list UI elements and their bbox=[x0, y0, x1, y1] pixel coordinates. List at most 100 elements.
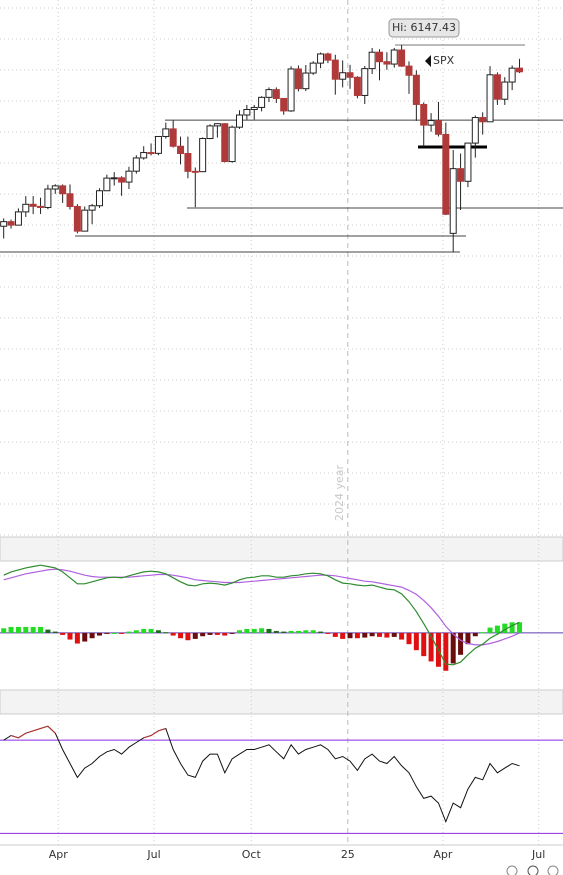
histogram-bar bbox=[38, 626, 44, 633]
candle-body bbox=[140, 152, 148, 159]
candle-body bbox=[51, 185, 59, 190]
histogram-bar bbox=[377, 632, 383, 637]
zoom-out-icon[interactable] bbox=[506, 865, 518, 875]
histogram-bar bbox=[170, 632, 176, 636]
candle-body bbox=[309, 62, 317, 74]
histogram-bar bbox=[236, 630, 242, 633]
candle-body bbox=[272, 89, 280, 99]
rsi-overbought bbox=[18, 732, 27, 739]
histogram-bar bbox=[1, 628, 7, 633]
histogram-bar bbox=[281, 631, 287, 633]
symbol-marker bbox=[425, 55, 431, 67]
rsi-overbought bbox=[158, 728, 166, 732]
histogram-bar bbox=[266, 628, 272, 633]
candle-body bbox=[302, 72, 310, 90]
candle-body bbox=[471, 117, 479, 144]
histogram-bar bbox=[155, 630, 161, 633]
histogram-bar bbox=[465, 632, 471, 645]
candle-body bbox=[493, 74, 501, 100]
signal-line bbox=[3, 568, 520, 646]
histogram-bar bbox=[406, 632, 412, 645]
candle-body bbox=[59, 185, 67, 195]
nav-icons bbox=[506, 865, 559, 875]
watermark: 2024 year bbox=[333, 465, 346, 522]
histogram-bar bbox=[244, 628, 250, 633]
histogram-bar bbox=[443, 632, 449, 671]
histogram-bar bbox=[192, 632, 198, 639]
candle-body bbox=[412, 74, 420, 105]
x-tick-label: Apr bbox=[49, 848, 69, 861]
symbol-label: SPX bbox=[433, 54, 455, 67]
histogram-bar bbox=[509, 622, 515, 633]
histogram-bar bbox=[74, 632, 80, 644]
candle-body bbox=[280, 97, 288, 112]
histogram-bar bbox=[310, 630, 316, 633]
candle-body bbox=[501, 81, 509, 100]
histogram-bar bbox=[60, 632, 66, 635]
histogram-bar bbox=[82, 632, 88, 642]
histogram-bar bbox=[369, 632, 375, 637]
histogram-bar bbox=[23, 626, 29, 633]
histogram-bar bbox=[354, 632, 360, 639]
reset-icon[interactable] bbox=[547, 865, 559, 875]
candle-body bbox=[147, 152, 155, 155]
candle-body bbox=[228, 126, 236, 163]
candle-body bbox=[162, 128, 170, 137]
histogram-bar bbox=[148, 628, 154, 633]
candle-body bbox=[199, 138, 207, 173]
histogram-bar bbox=[332, 632, 338, 637]
candle-body bbox=[177, 145, 185, 155]
histogram-bar bbox=[178, 632, 184, 639]
candle-body bbox=[420, 103, 428, 126]
histogram-bar bbox=[325, 632, 331, 634]
candle-body bbox=[361, 68, 369, 96]
histogram-bar bbox=[480, 632, 486, 634]
rsi-overbought bbox=[33, 728, 41, 732]
candle-body bbox=[516, 67, 524, 73]
candle-body bbox=[125, 170, 133, 183]
x-tick-label: Jul bbox=[531, 848, 545, 861]
x-tick-label: Apr bbox=[433, 848, 453, 861]
histogram-bar bbox=[347, 632, 353, 639]
candle-body bbox=[265, 89, 273, 98]
panel-divider bbox=[0, 689, 563, 715]
candle-body bbox=[0, 221, 8, 227]
rsi-overbought bbox=[143, 735, 152, 739]
histogram-bar bbox=[303, 630, 309, 633]
histogram-bar bbox=[458, 632, 464, 655]
histogram-bar bbox=[45, 629, 51, 633]
candle-body bbox=[243, 108, 251, 116]
histogram-bar bbox=[517, 622, 523, 633]
candle-body bbox=[132, 157, 140, 172]
histogram-bar bbox=[340, 632, 346, 639]
x-tick-label: Oct bbox=[242, 848, 262, 861]
rsi-overbought bbox=[40, 725, 49, 729]
histogram-bar bbox=[119, 632, 125, 634]
candle-body bbox=[353, 76, 361, 96]
histogram-bar bbox=[428, 632, 434, 662]
candle-body bbox=[449, 168, 457, 234]
zoom-in-icon[interactable] bbox=[527, 865, 539, 875]
hi-label: Hi: 6147.43 bbox=[392, 21, 456, 34]
histogram-bar bbox=[399, 632, 405, 640]
candle-body bbox=[508, 67, 516, 83]
candle-body bbox=[317, 53, 325, 64]
candle-body bbox=[81, 209, 89, 232]
histogram-bar bbox=[96, 632, 102, 636]
histogram-bar bbox=[502, 623, 508, 633]
histogram-bar bbox=[185, 632, 191, 641]
histogram-bar bbox=[229, 632, 235, 634]
rsi-overbought bbox=[150, 730, 159, 736]
candle-body bbox=[287, 68, 295, 112]
candle-body bbox=[434, 120, 442, 135]
x-tick-label: Jul bbox=[146, 848, 160, 861]
histogram-bar bbox=[104, 632, 110, 634]
candle-body bbox=[324, 53, 332, 61]
candle-body bbox=[221, 123, 229, 163]
candle-body bbox=[390, 49, 398, 65]
hi-label-box bbox=[388, 18, 460, 38]
candle-body bbox=[235, 114, 243, 128]
candle-body bbox=[376, 51, 384, 63]
histogram-bar bbox=[200, 632, 206, 637]
